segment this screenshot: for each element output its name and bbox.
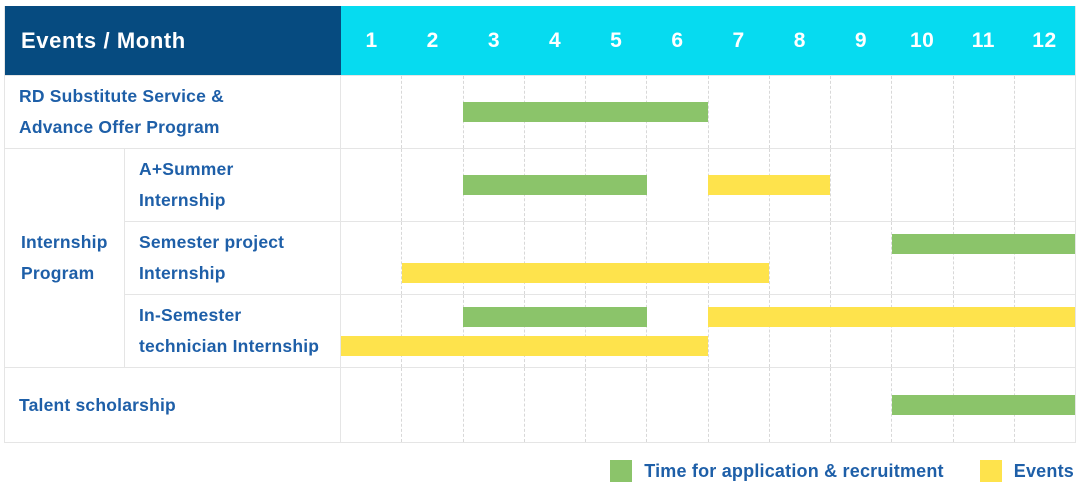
month-gridline-cell (1013, 222, 1075, 294)
legend-label-events: Events (1013, 460, 1074, 481)
gantt-bar-application (463, 306, 647, 327)
gantt-row-a-plus-summer (341, 148, 1075, 221)
gantt-bar-events (402, 262, 770, 283)
month-gridline-cell (646, 222, 707, 294)
gantt-bar-events (708, 306, 1075, 327)
month-gridline-cell (462, 295, 524, 367)
month-gridline-cell (585, 368, 646, 442)
month-gridline-cell (768, 222, 830, 294)
month-gridline-cell (891, 76, 952, 148)
month-header-cell: 7 (732, 28, 745, 52)
month-gridline-cell (830, 368, 891, 442)
month-header-cell: 3 (487, 28, 501, 52)
legend-label-application: Time for application & recruitment (644, 460, 944, 481)
gantt-bar-application (463, 102, 708, 122)
month-gridline-cell (952, 295, 1014, 367)
gantt-row-talent-scholarship (341, 367, 1075, 442)
month-gridline-cell (707, 222, 769, 294)
month-header-cell: 1 (365, 28, 378, 52)
table-header-title: Events / Month (5, 6, 341, 75)
month-gridline-cell (707, 295, 769, 367)
month-gridline-cell (707, 368, 769, 442)
month-gridline-cell (768, 76, 830, 148)
month-header-cell: 9 (854, 28, 868, 52)
month-header-row: 1 2 3 4 5 6 7 8 9 10 11 12 (341, 6, 1075, 75)
gantt-table: Events / Month 1 2 3 4 5 6 7 8 9 10 11 12 RD Substi… (4, 6, 1076, 443)
month-gridline-cell (646, 295, 707, 367)
row-label-in-semester-technician: In-Semester technician Internship (125, 294, 341, 367)
row-label-talent-scholarship: Talent scholarship (5, 367, 341, 442)
month-gridline-cell (768, 295, 830, 367)
month-gridline-cell (891, 149, 952, 221)
month-gridline-cell (523, 295, 585, 367)
month-header-cell: 8 (793, 28, 806, 52)
month-gridline-cell (952, 76, 1014, 148)
gantt-row-rd-substitute (341, 75, 1075, 148)
month-gridline-cell (1013, 295, 1075, 367)
gantt-bar-application (463, 175, 647, 195)
month-gridline-cell (707, 76, 769, 148)
month-gridline-cell (401, 149, 462, 221)
gantt-bar-application (891, 233, 1075, 254)
month-header-cell: 12 (1032, 28, 1057, 52)
legend: Time for application & recruitment Event… (610, 457, 1074, 485)
month-gridline-cell (585, 222, 646, 294)
month-header-cell: 10 (909, 28, 935, 52)
month-gridline-cell (523, 222, 585, 294)
month-header-cell: 11 (971, 28, 995, 52)
month-gridline-cell (462, 76, 524, 148)
month-gridline-cell (646, 368, 707, 442)
row-label-a-plus-summer: A+Summer Internship (125, 148, 341, 221)
month-gridline-cell (891, 295, 952, 367)
month-gridline-cell (401, 295, 462, 367)
month-gridline-cell (830, 222, 891, 294)
month-header-cell: 4 (549, 28, 562, 52)
legend-swatch-application (610, 460, 633, 482)
month-gridline-cell (401, 222, 462, 294)
month-gridline-cell (768, 368, 830, 442)
month-gridline-cell (523, 368, 585, 442)
group-label-internship-program: Internship Program (5, 148, 125, 367)
month-gridline-cell (830, 149, 891, 221)
month-gridline-cell (1013, 149, 1075, 221)
legend-swatch-events (979, 460, 1002, 482)
month-header-cell: 2 (426, 28, 439, 52)
month-gridline-cell (891, 222, 952, 294)
month-gridline-cell (952, 222, 1014, 294)
month-gridline-cell (830, 76, 891, 148)
month-gridline-cell (830, 295, 891, 367)
row-label-semester-project: Semester project Internship (125, 221, 341, 294)
month-gridline-cell (952, 149, 1014, 221)
gantt-row-semester-project (341, 221, 1075, 294)
gantt-bar-events (708, 175, 831, 195)
month-gridline-cell (462, 368, 524, 442)
month-gridline-cell (401, 76, 462, 148)
gantt-bar-application (891, 395, 1075, 415)
month-gridline-cell (1013, 76, 1075, 148)
gantt-row-in-semester-technician (341, 294, 1075, 367)
month-header-cell: 5 (610, 28, 623, 52)
month-header-cell: 6 (671, 28, 684, 52)
row-label-rd-substitute: RD Substitute Service & Advance Offer Pro… (5, 75, 341, 148)
month-gridline-cell (462, 222, 524, 294)
month-gridline-cell (401, 368, 462, 442)
month-gridline-cell (462, 149, 524, 221)
gantt-bar-events (341, 335, 708, 356)
month-gridline-cell (585, 295, 646, 367)
